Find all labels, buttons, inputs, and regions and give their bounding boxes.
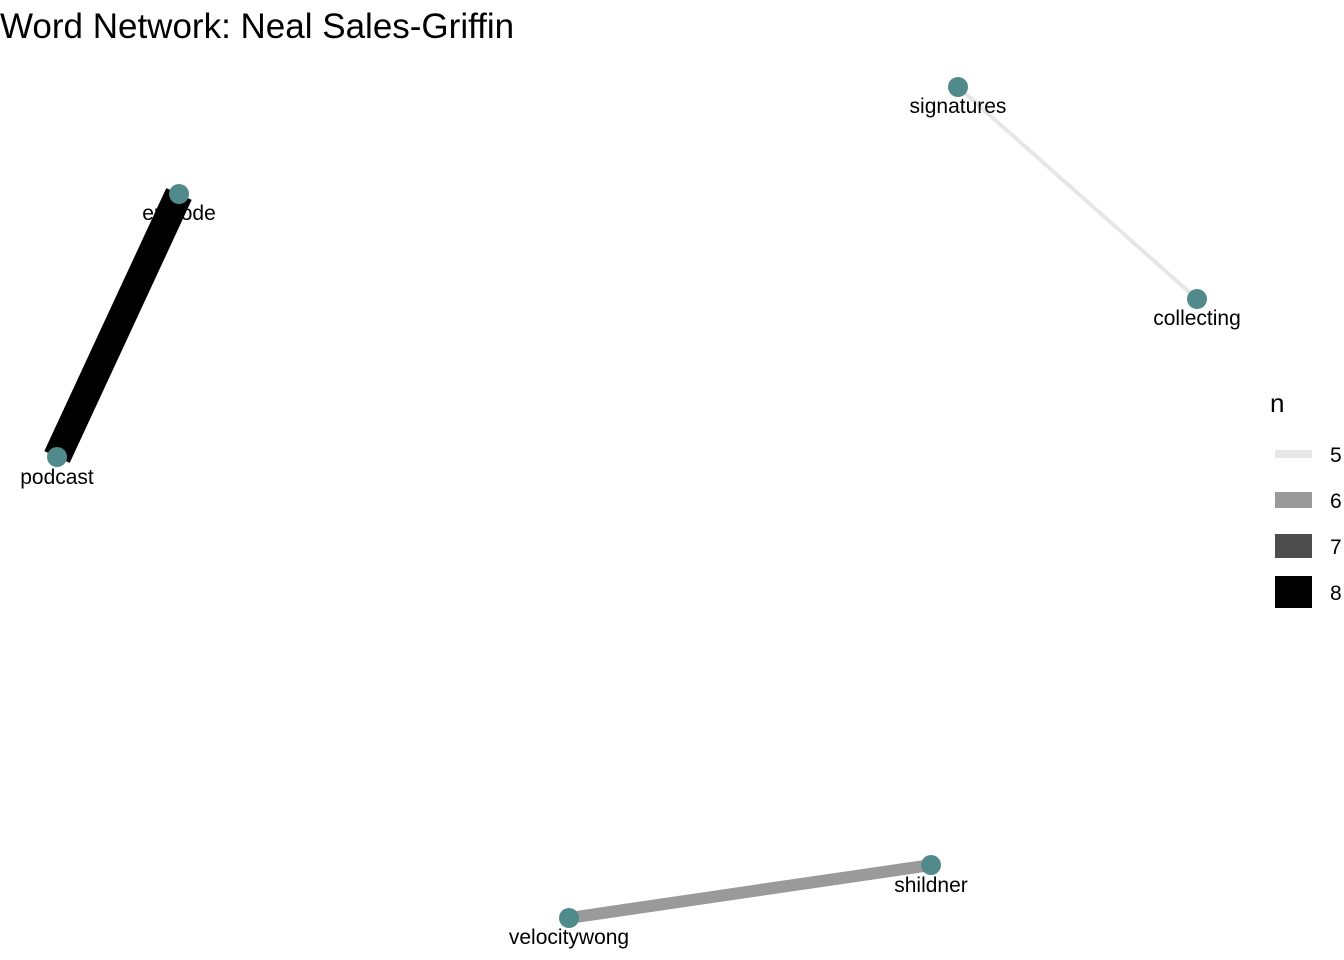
legend-key-5 — [1275, 450, 1312, 458]
node-collecting — [1187, 289, 1207, 309]
node-label-shildner: shildner — [894, 874, 968, 897]
legend-title: n — [1270, 388, 1284, 418]
legend-label-8: 8 — [1330, 582, 1342, 605]
labels-layer: episode podcast signatures collecting veloci… — [20, 95, 1241, 949]
node-shildner — [921, 855, 941, 875]
legend-label-6: 6 — [1330, 490, 1342, 513]
legend-key-8 — [1275, 576, 1312, 608]
nodes-layer — [47, 77, 1207, 928]
node-podcast — [47, 447, 67, 467]
node-label-podcast: podcast — [20, 466, 94, 489]
legend: n 5 6 7 8 — [1270, 388, 1342, 608]
node-signatures — [948, 77, 968, 97]
legend-label-5: 5 — [1330, 444, 1342, 467]
legend-key-6 — [1275, 492, 1312, 508]
edge-velocitywong-shildner — [568, 859, 932, 924]
legend-key-7 — [1275, 534, 1312, 558]
legend-entries: 5 6 7 8 — [1275, 444, 1342, 608]
node-label-velocitywong: velocitywong — [509, 926, 629, 949]
edge-signatures-collecting — [956, 85, 1199, 301]
legend-label-7: 7 — [1330, 536, 1342, 559]
node-label-collecting: collecting — [1153, 307, 1241, 330]
node-velocitywong — [559, 908, 579, 928]
node-label-episode: episode — [142, 202, 216, 225]
node-label-signatures: signatures — [910, 95, 1007, 118]
edges-layer — [44, 85, 1199, 924]
edge-episode-podcast — [44, 188, 192, 463]
chart-title: Word Network: Neal Sales-Griffin — [0, 7, 514, 46]
node-episode — [169, 184, 189, 204]
